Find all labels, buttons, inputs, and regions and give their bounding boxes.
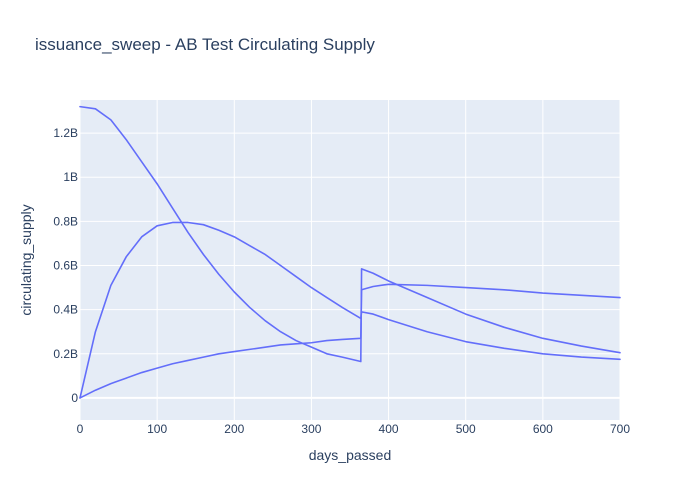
y-tick-label: 0.6B [53,259,78,273]
chart-title: issuance_sweep - AB Test Circulating Sup… [35,35,375,54]
series-line-3 [79,283,621,399]
y-tick-label: 1.2B [53,126,78,140]
x-tick-label: 600 [533,422,553,436]
x-axis-title: days_passed [309,447,392,463]
y-tick-label: 0 [71,391,78,405]
x-tick-label: 400 [379,422,399,436]
y-tick-label: 0.2B [53,347,78,361]
series-line-1 [79,105,621,363]
y-tick-label: 1B [63,170,78,184]
x-tick-label: 200 [224,422,244,436]
y-tick-label: 0.8B [53,214,78,228]
plot-background [80,100,620,420]
x-tick-label: 500 [456,422,476,436]
series-line-2 [79,221,621,399]
x-tick-label: 300 [301,422,321,436]
y-axis-title: circulating_supply [18,204,34,315]
x-tick-label: 700 [610,422,630,436]
x-tick-label: 100 [147,422,167,436]
y-tick-label: 0.4B [53,303,78,317]
plot-area: 0 100 200 300 400 500 600 700 0 0.2B 0.4B 0.6B 0.8B 1… [53,100,630,436]
x-tick-label: 0 [77,422,84,436]
